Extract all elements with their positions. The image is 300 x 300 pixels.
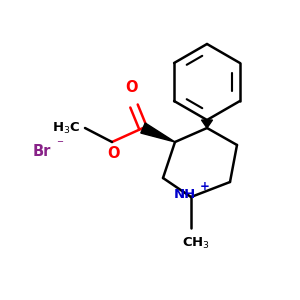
Text: +: +	[200, 181, 210, 194]
Polygon shape	[141, 123, 175, 142]
Text: CH$_3$: CH$_3$	[182, 236, 210, 251]
Text: ⁻: ⁻	[56, 139, 64, 152]
Polygon shape	[202, 120, 212, 128]
Text: O: O	[108, 146, 120, 160]
Text: H$_3$C: H$_3$C	[52, 120, 80, 136]
Text: NH: NH	[174, 188, 196, 202]
Text: Br: Br	[33, 145, 51, 160]
Text: O: O	[126, 80, 138, 95]
